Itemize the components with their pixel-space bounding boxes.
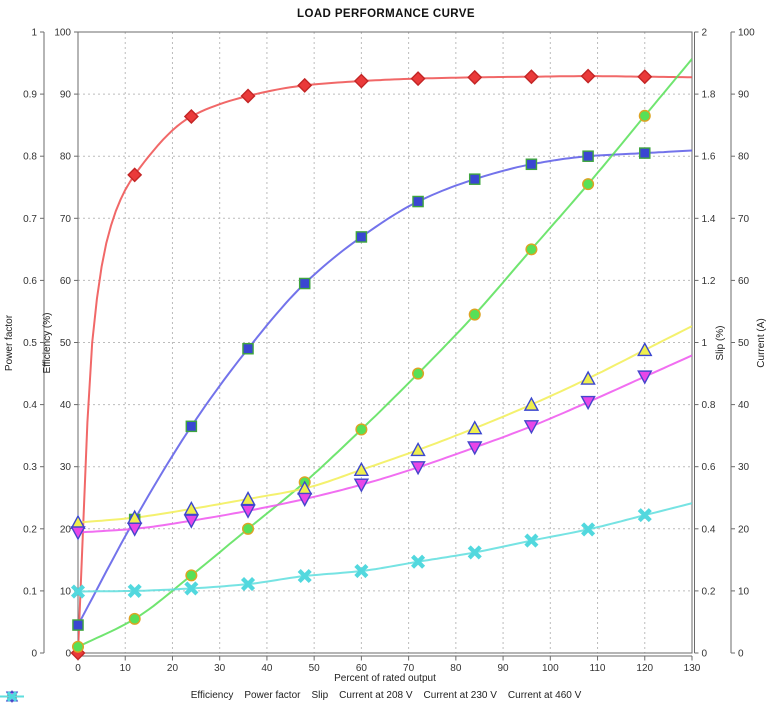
axis-power-factor: 0 0.1 0.2 0.3 0.4 0.5 0.6 0.7 0.8 0.9 1 [23, 28, 45, 660]
legend-item-current-at-230-v: Current at 230 V [0, 690, 497, 703]
tick-label: 0.1 [23, 586, 37, 597]
series-markers-current-at-460-v [70, 508, 652, 599]
tick-label: 80 [738, 152, 750, 163]
legend-item-current-at-208-v: Current at 208 V [0, 690, 413, 702]
legend-item-current-at-460-v: Current at 460 V [0, 690, 582, 702]
legend: Efficiency Power factor Slip Current at 208… [0, 690, 772, 703]
legend-label: Efficiency [190, 690, 234, 701]
tick-label: 60 [356, 663, 368, 674]
legend-marker-x-icon [0, 691, 24, 702]
axis-title-slip: Slip (%) [715, 325, 726, 360]
tick-label: 10 [120, 663, 132, 674]
legend-label: Current at 208 V [339, 690, 413, 701]
axis-slip: 0 0.2 0.4 0.6 0.8 1 1.2 1.4 1.6 1.8 2 [694, 28, 716, 660]
tick-label: 1.8 [702, 90, 716, 101]
legend-label: Current at 230 V [423, 690, 497, 701]
gridlines [78, 32, 692, 653]
tick-label: 0.6 [702, 462, 716, 473]
tick-label: 90 [738, 90, 750, 101]
tick-label: 110 [590, 663, 606, 674]
tick-label: 70 [60, 214, 72, 225]
tick-label: 0 [75, 663, 81, 674]
series-markers-current-at-208-v [70, 341, 653, 529]
tick-label: 0.8 [702, 400, 716, 411]
tick-label: 10 [60, 586, 72, 597]
series-line-current-at-460-v [78, 502, 692, 593]
tick-label: 100 [738, 28, 755, 39]
tick-label: 30 [214, 663, 226, 674]
tick-label: 0 [31, 649, 37, 660]
legend-item-slip: Slip [0, 690, 329, 702]
axis-current: 0 10 20 30 40 50 60 70 80 90 100 [730, 28, 755, 660]
axis-x: 0 10 20 30 40 50 60 70 80 90 100 110 120 130 [75, 655, 701, 674]
tick-label: 100 [54, 28, 71, 39]
series-line-current-at-230-v [78, 354, 692, 534]
x-axis-title: Percent of rated output [334, 673, 436, 684]
tick-label: 50 [738, 338, 750, 349]
tick-label: 0.6 [23, 276, 37, 287]
tick-label: 40 [738, 400, 750, 411]
axis-title-power-factor: Power factor [4, 314, 15, 371]
tick-label: 1.6 [702, 152, 716, 163]
tick-label: 50 [309, 663, 321, 674]
tick-label: 90 [498, 663, 510, 674]
tick-label: 0 [738, 649, 744, 660]
tick-label: 0 [702, 649, 708, 660]
series-markers-current-at-230-v [70, 370, 653, 541]
axis-title-current: Current (A) [756, 318, 767, 367]
tick-label: 80 [450, 663, 462, 674]
tick-label: 0.8 [23, 152, 37, 163]
tick-label: 20 [738, 524, 750, 535]
series-line-power-factor [78, 149, 692, 626]
series-line-current-at-208-v [78, 325, 692, 524]
legend-label: Power factor [244, 690, 301, 701]
tick-label: 1 [31, 28, 37, 39]
tick-label: 70 [738, 214, 750, 225]
tick-label: 40 [60, 400, 72, 411]
tick-label: 0 [65, 649, 71, 660]
legend-label: Slip [311, 690, 329, 701]
tick-label: 60 [738, 276, 750, 287]
tick-label: 40 [261, 663, 273, 674]
tick-label: 0.7 [23, 214, 37, 225]
series-line-slip [78, 58, 692, 648]
tick-label: 2 [702, 28, 708, 39]
tick-label: 0.4 [23, 400, 37, 411]
tick-label: 30 [60, 462, 72, 473]
tick-label: 90 [60, 90, 72, 101]
axis-efficiency: 0 10 20 30 40 50 60 70 80 90 100 [54, 28, 78, 660]
tick-label: 1.4 [702, 214, 716, 225]
tick-label: 70 [403, 663, 415, 674]
plot-generated-layers: 00.10.20.30.40.50.60.70.80.9101020304050… [23, 28, 755, 675]
legend-item-efficiency: Efficiency [0, 690, 234, 703]
tick-label: 10 [738, 586, 750, 597]
tick-label: 0.2 [702, 586, 716, 597]
tick-label: 0.4 [702, 524, 716, 535]
series-line-efficiency [78, 75, 692, 653]
tick-label: 20 [167, 663, 179, 674]
tick-label: 0.2 [23, 524, 37, 535]
series-markers-slip [71, 109, 651, 653]
tick-label: 80 [60, 152, 72, 163]
tick-label: 20 [60, 524, 72, 535]
legend-label: Current at 460 V [507, 690, 582, 701]
tick-label: 0.5 [23, 338, 37, 349]
tick-label: 100 [542, 663, 559, 674]
tick-label: 1.2 [702, 276, 716, 287]
legend-item-power-factor: Power factor [0, 690, 301, 702]
tick-label: 0.3 [23, 462, 37, 473]
axis-title-efficiency: Efficiency (%) [42, 313, 53, 374]
tick-label: 130 [684, 663, 701, 674]
tick-label: 1 [702, 338, 708, 349]
tick-label: 60 [60, 276, 72, 287]
tick-label: 120 [636, 663, 653, 674]
tick-label: 0.9 [23, 90, 37, 101]
tick-label: 30 [738, 462, 750, 473]
series-markers-power-factor [72, 147, 651, 631]
tick-label: 50 [60, 338, 72, 349]
chart-title: LOAD PERFORMANCE CURVE [297, 8, 475, 20]
